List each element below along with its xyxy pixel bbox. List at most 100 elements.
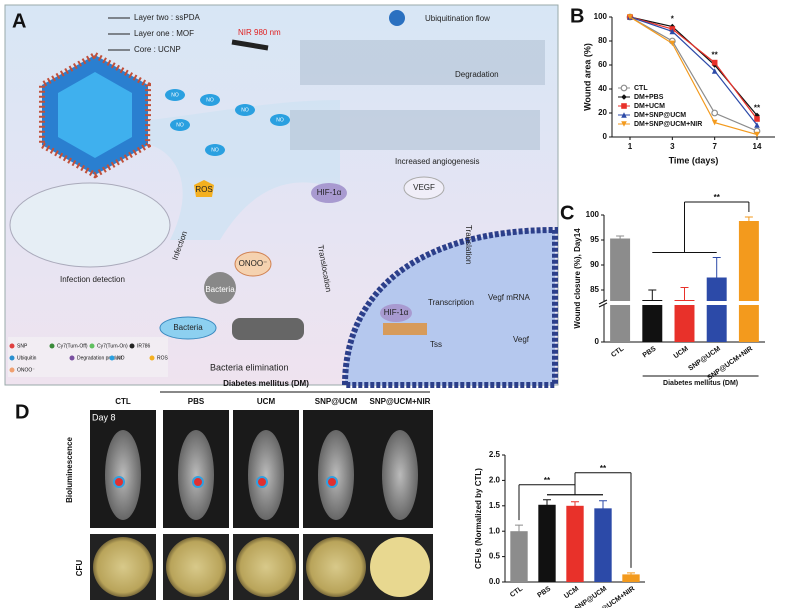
point: [711, 109, 719, 117]
legend-label: Degradation product: [77, 355, 123, 361]
legend-swatch: [129, 343, 135, 349]
laser: [231, 39, 269, 51]
mrna-label: Vegf mRNA: [488, 293, 530, 302]
column-label: PBS: [188, 397, 205, 406]
legend-label: Ubiquitin: [17, 355, 37, 361]
bar: [706, 277, 727, 342]
mouse: [382, 430, 418, 520]
signal: [192, 476, 204, 488]
x-tick-label: 7: [712, 142, 717, 151]
series-line: [629, 16, 758, 132]
bacteria-label: Bacteria: [205, 285, 235, 294]
legend-swatch: [9, 355, 15, 361]
annotation: *: [671, 15, 675, 24]
legend-swatch: [49, 343, 55, 349]
bacteria-icon: [204, 272, 236, 304]
panel-label: A: [12, 10, 26, 32]
row-label: CFU: [75, 560, 84, 577]
annotation: **: [754, 104, 761, 113]
point: [754, 116, 760, 122]
x-tick-label: 14: [753, 142, 762, 151]
column-label: SNP@UCM: [315, 397, 358, 406]
x-tick-label: 1: [628, 142, 633, 151]
legend-marker: [621, 112, 627, 118]
panel-a: A Layer two : ssPDA Layer one : MOF Core…: [4, 4, 559, 388]
gene-label: Vegf: [513, 335, 530, 344]
legend-swatch: [9, 367, 15, 373]
legend-label: DM+SNP@UCM: [634, 112, 686, 119]
x-axis-title: Time (days): [669, 155, 719, 165]
signal: [256, 476, 268, 488]
error-bar: [680, 287, 689, 313]
series-line: [629, 16, 758, 120]
day-label: Day 8: [92, 412, 116, 422]
group-label: Diabetes mellitus (DM): [223, 379, 309, 388]
point: [754, 122, 760, 128]
no-label: NO: [206, 97, 214, 103]
legend-swatch: [109, 355, 115, 361]
column-label: SNP@UCM+NIR: [370, 397, 431, 406]
error-bar: [627, 572, 635, 576]
error-bar: [571, 501, 579, 510]
dish: [236, 537, 296, 597]
panel-label: D: [15, 401, 29, 423]
mouse: [178, 430, 214, 520]
y-tick-label: 0: [603, 132, 608, 141]
sig-label: **: [600, 464, 607, 473]
y-tick-label: 2.0: [489, 476, 501, 485]
legend-label: DM+UCM: [634, 103, 665, 110]
sig-label: **: [714, 193, 721, 202]
legend-marker: [620, 84, 628, 92]
translation-label: Translation: [464, 225, 473, 264]
legend-marker: [621, 121, 627, 127]
y-tick-label: 1.5: [489, 501, 501, 510]
hif-icon: [311, 183, 347, 203]
series-line: [629, 16, 758, 136]
sig-label: **: [544, 476, 551, 485]
y-tick-label: 0.0: [489, 577, 501, 586]
legend-label: IR786: [137, 343, 151, 349]
no-label: NO: [171, 92, 179, 98]
dish: [93, 537, 153, 597]
legend-marker: [621, 94, 627, 100]
error-bar: [616, 235, 625, 241]
dish: [370, 537, 430, 597]
legend-label: DM+PBS: [634, 94, 664, 101]
axis-break: [600, 301, 765, 305]
legend-box: [8, 337, 168, 377]
y-tick-label: 85: [590, 285, 599, 294]
bar: [538, 504, 556, 582]
vessel: [290, 110, 540, 150]
cell-nucleus: [341, 226, 558, 388]
hif-icon: [380, 304, 412, 322]
error-bar: [515, 524, 523, 538]
detection-label: Infection detection: [60, 275, 125, 284]
error-bar: [648, 289, 657, 310]
legend-label: DM+SNP@UCM+NIR: [634, 121, 702, 128]
row-label: Bioluminescence: [65, 437, 74, 503]
x-tick-label: PBS: [642, 345, 658, 359]
x-tick-label: PBS: [536, 585, 552, 599]
break-mark: [598, 299, 608, 305]
y-tick-label: 95: [590, 235, 599, 244]
y-tick-label: 0.5: [489, 552, 501, 561]
panel-label: C: [560, 202, 574, 224]
mouse: [105, 430, 141, 520]
bar: [674, 300, 695, 342]
legend-marker: [621, 103, 627, 109]
legend-swatch: [89, 343, 95, 349]
bar: [610, 238, 631, 342]
transcription-label: Transcription: [428, 298, 474, 307]
y-tick-label: 90: [590, 260, 599, 269]
x-tick-label: CTL: [509, 585, 525, 599]
vessel: [300, 40, 545, 85]
point: [711, 119, 718, 126]
layer-label: Layer two : ssPDA: [134, 13, 200, 22]
legend-swatch: [69, 355, 75, 361]
dead-bacteria: [232, 318, 304, 340]
point: [669, 40, 676, 47]
nir-label: NIR 980 nm: [238, 28, 281, 37]
break-mark: [598, 302, 608, 308]
mouse: [318, 430, 354, 520]
